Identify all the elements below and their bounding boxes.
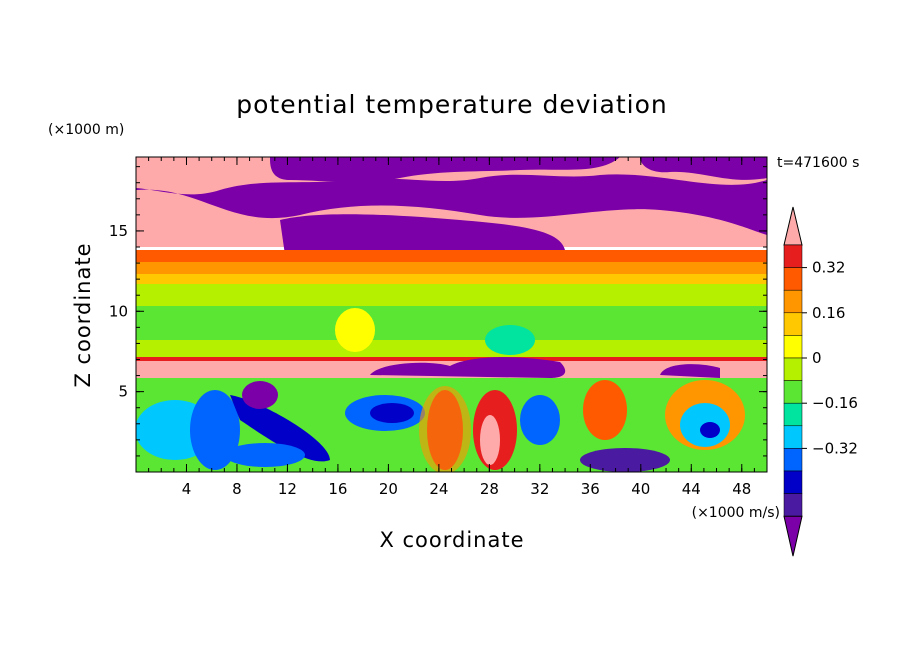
x-tick-label: 32 xyxy=(530,480,549,498)
blob-low-purple-1 xyxy=(230,395,330,462)
blob-top-purple xyxy=(270,157,620,183)
x-tick-label: 36 xyxy=(581,480,600,498)
band-yellow xyxy=(136,274,767,284)
colorbar-label: 0.16 xyxy=(812,304,845,322)
x-tick-label: 40 xyxy=(631,480,650,498)
x-axis: 4 8 12 16 20 24 28 32 36 40 44 48 xyxy=(148,157,755,498)
x-tick-label: 48 xyxy=(732,480,751,498)
colorbar-cell xyxy=(783,244,803,268)
y-tick-label: 5 xyxy=(118,383,128,401)
colorbar-label: −0.16 xyxy=(812,394,858,412)
colorbar-cell xyxy=(783,402,803,427)
x-tick-label: 12 xyxy=(278,480,297,498)
x-tick-label: 20 xyxy=(379,480,398,498)
colorbar: 0.32 0.16 0 −0.16 −0.32 xyxy=(783,206,858,557)
heatmap-field xyxy=(136,157,767,472)
blob-low-blue-4 xyxy=(225,443,305,467)
band-yellow-2 xyxy=(136,340,767,358)
x-axis-title: X coordinate xyxy=(379,528,524,552)
blob-low-navy-4 xyxy=(700,422,720,438)
colorbar-cell xyxy=(783,335,803,359)
colorbar-cell xyxy=(783,425,803,449)
blob-inversion-purple xyxy=(370,357,566,378)
colorbar-bottom-arrow xyxy=(783,515,803,557)
colorbar-cell xyxy=(783,470,803,494)
colorbar-cell xyxy=(783,357,803,381)
blob-upper-purple xyxy=(136,174,767,235)
x-tick-label: 44 xyxy=(682,480,701,498)
x-tick-label: 16 xyxy=(328,480,347,498)
colorbar-cell xyxy=(783,448,803,472)
x-tick-label: 4 xyxy=(182,480,192,498)
chart-title: potential temperature deviation xyxy=(236,90,667,119)
colorbar-label: −0.32 xyxy=(812,439,858,457)
blob-inversion-purple-2 xyxy=(660,364,720,378)
band-inversion-red xyxy=(136,357,767,361)
blob-low-orange-1 xyxy=(419,386,471,472)
colorbar-cell xyxy=(783,312,803,336)
blob-low-pink-1 xyxy=(480,415,500,465)
blob-low-blue-3 xyxy=(520,395,560,445)
band-orange-1 xyxy=(136,250,767,262)
x-tick-label: 28 xyxy=(480,480,499,498)
band-orange-2 xyxy=(136,262,767,274)
y-axis-title: Z coordinate xyxy=(71,242,95,387)
colorbar-cell xyxy=(783,267,803,291)
y-unit-label: (×1000 m) xyxy=(48,122,124,138)
colorbar-top-arrow xyxy=(783,206,803,246)
blob-low-blue-1 xyxy=(190,390,240,470)
blob-top-right-purple xyxy=(640,157,767,180)
y-axis: 5 10 15 xyxy=(109,166,767,457)
blob-low-navy-3 xyxy=(580,448,670,472)
time-label: t=471600 s xyxy=(777,155,859,171)
y-tick-label: 10 xyxy=(109,302,128,320)
blob-low-navy-2 xyxy=(370,403,414,423)
blob-yellow xyxy=(335,308,375,352)
blob-low-purple-2 xyxy=(242,381,278,409)
colorbar-cell xyxy=(783,493,803,517)
band-light-green xyxy=(136,284,767,306)
blob-low-red-3 xyxy=(583,380,627,440)
colorbar-cell xyxy=(783,380,803,404)
x-tick-label: 24 xyxy=(429,480,448,498)
y-tick-label: 15 xyxy=(109,222,128,240)
colorbar-label: 0.32 xyxy=(812,259,845,277)
colorbar-cell xyxy=(783,289,803,314)
colorbar-label: 0 xyxy=(812,349,822,367)
x-tick-label: 8 xyxy=(232,480,242,498)
x-unit-label: (×1000 m/s) xyxy=(692,505,780,521)
blob-cyan xyxy=(485,325,535,355)
band-green xyxy=(136,306,767,340)
